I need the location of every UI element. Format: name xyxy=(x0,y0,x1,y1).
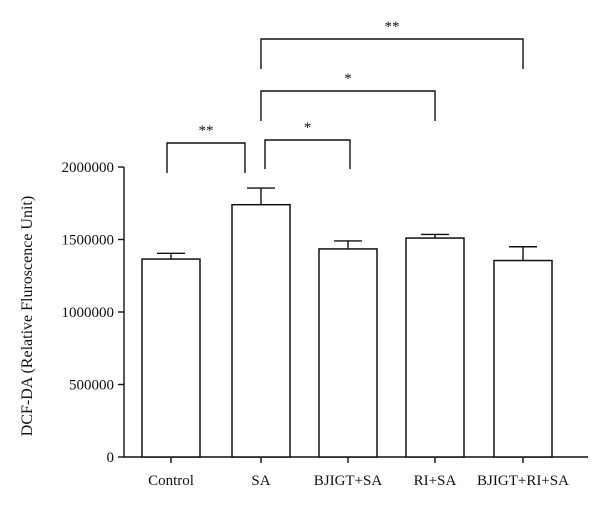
significance-label: * xyxy=(304,120,312,136)
significance-bracket xyxy=(260,38,524,69)
x-tick-label: RI+SA xyxy=(414,473,457,489)
significance-label: * xyxy=(344,71,352,87)
significance-bracket xyxy=(260,90,436,121)
bar xyxy=(231,203,291,458)
bar xyxy=(405,237,465,458)
significance-label: ** xyxy=(199,123,214,139)
significance-brackets: ** **** xyxy=(166,19,524,173)
x-tick-label: BJIGT+RI+SA xyxy=(477,473,569,489)
bar xyxy=(318,248,378,458)
y-tick-label: 500000 xyxy=(69,378,114,394)
y-axis: 0 500000 1000000 1500000 2000000 xyxy=(62,160,125,466)
y-tick-label: 0 xyxy=(107,450,115,466)
significance-bracket xyxy=(264,139,351,169)
bar xyxy=(141,258,201,458)
y-tick-label: 2000000 xyxy=(62,160,115,176)
x-tick-label: Control xyxy=(148,473,194,489)
y-tick-label: 1000000 xyxy=(62,305,115,321)
x-axis: Control SA BJIGT+SA RI+SA BJIGT+RI+SA xyxy=(124,456,588,489)
y-axis-label: DCF-DA (Relative Fluroscence Unit) xyxy=(19,196,36,436)
error-bars xyxy=(157,187,537,261)
y-tick-label: 1500000 xyxy=(62,233,115,249)
bar xyxy=(493,259,553,458)
significance-bracket xyxy=(166,142,246,173)
significance-label: ** xyxy=(385,19,400,35)
x-tick-label: SA xyxy=(251,473,270,489)
x-tick-label: BJIGT+SA xyxy=(314,473,383,489)
bars xyxy=(141,203,553,458)
